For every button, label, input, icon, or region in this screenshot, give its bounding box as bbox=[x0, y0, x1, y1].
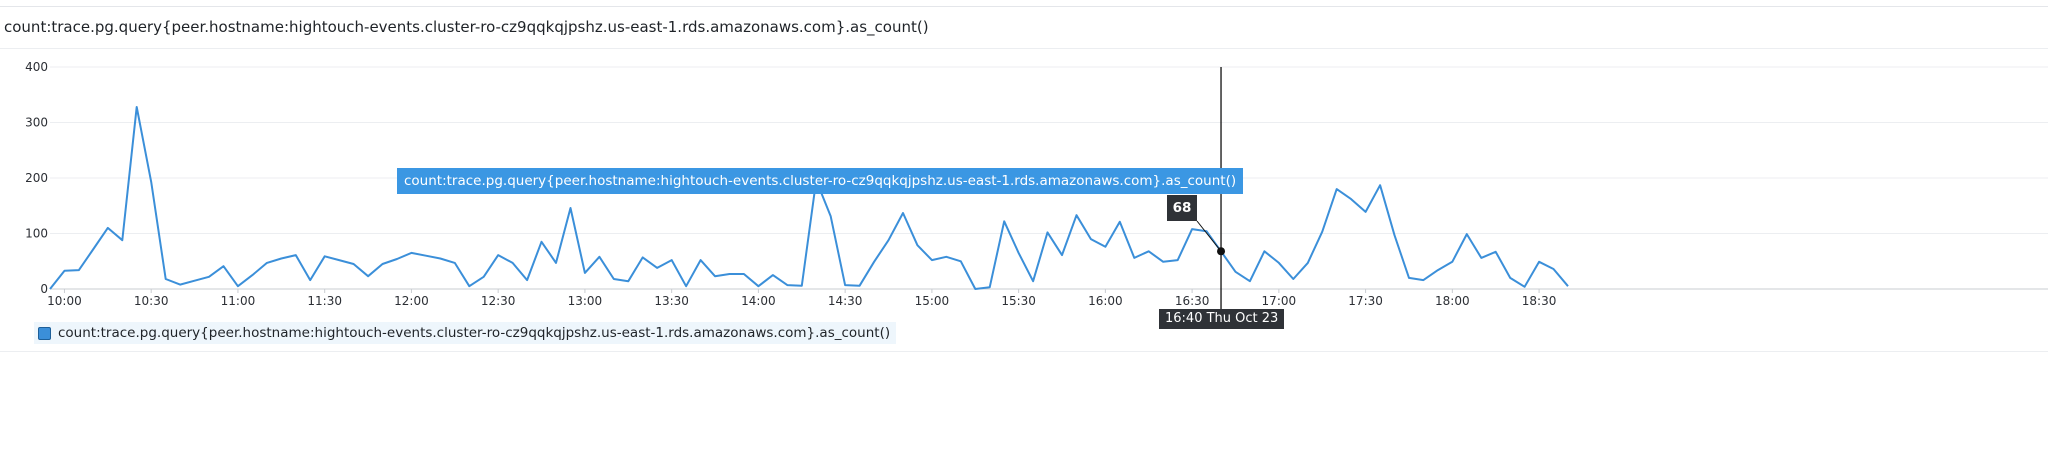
x-tick-label: 10:00 bbox=[47, 294, 82, 308]
legend-swatch-icon bbox=[38, 326, 51, 340]
y-tick-label: 100 bbox=[25, 227, 48, 241]
y-tick-label: 400 bbox=[25, 60, 48, 74]
x-tick-label: 10:30 bbox=[134, 294, 169, 308]
legend-label: count:trace.pg.query{peer.hostname:hight… bbox=[58, 325, 891, 341]
timeseries-chart[interactable]: 0 100 200 300 400 10:00 10:30 11:00 11:30 12:00 1… bbox=[0, 0, 2048, 330]
x-tick-label: 12:30 bbox=[481, 294, 516, 308]
x-tick-label: 11:30 bbox=[307, 294, 342, 308]
y-tick-label: 200 bbox=[25, 171, 48, 185]
x-tick-label: 14:30 bbox=[828, 294, 863, 308]
x-tick-label: 18:30 bbox=[1522, 294, 1557, 308]
series-line[interactable] bbox=[49, 106, 1569, 290]
tooltip-value: 68 bbox=[1167, 195, 1197, 221]
top-border bbox=[0, 6, 2048, 7]
x-tick-label: 16:00 bbox=[1088, 294, 1123, 308]
title-divider bbox=[0, 48, 2048, 49]
x-tick-label: 18:00 bbox=[1435, 294, 1470, 308]
x-tick-label: 13:00 bbox=[568, 294, 603, 308]
bottom-border bbox=[0, 351, 2048, 352]
x-tick-label: 17:30 bbox=[1348, 294, 1383, 308]
x-tick-label: 12:00 bbox=[394, 294, 429, 308]
x-tick-label: 16:30 bbox=[1175, 294, 1210, 308]
y-tick-label: 0 bbox=[40, 282, 48, 296]
y-tick-label: 300 bbox=[25, 116, 48, 130]
x-tick-label: 14:00 bbox=[741, 294, 776, 308]
x-tick-label: 15:00 bbox=[915, 294, 950, 308]
tooltip-series-label: count:trace.pg.query{peer.hostname:hight… bbox=[397, 168, 1244, 194]
x-tick-label: 17:00 bbox=[1262, 294, 1297, 308]
x-tick-label: 13:30 bbox=[654, 294, 689, 308]
hover-point bbox=[1217, 247, 1226, 256]
x-tick-label: 11:00 bbox=[221, 294, 256, 308]
tooltip-leader-line bbox=[1196, 220, 1222, 252]
crosshair-time-label: 16:40 Thu Oct 23 bbox=[1159, 309, 1285, 329]
widget-title: count:trace.pg.query{peer.hostname:hight… bbox=[4, 18, 929, 36]
x-tick-label: 15:30 bbox=[1001, 294, 1036, 308]
legend-item[interactable]: count:trace.pg.query{peer.hostname:hight… bbox=[34, 322, 897, 344]
